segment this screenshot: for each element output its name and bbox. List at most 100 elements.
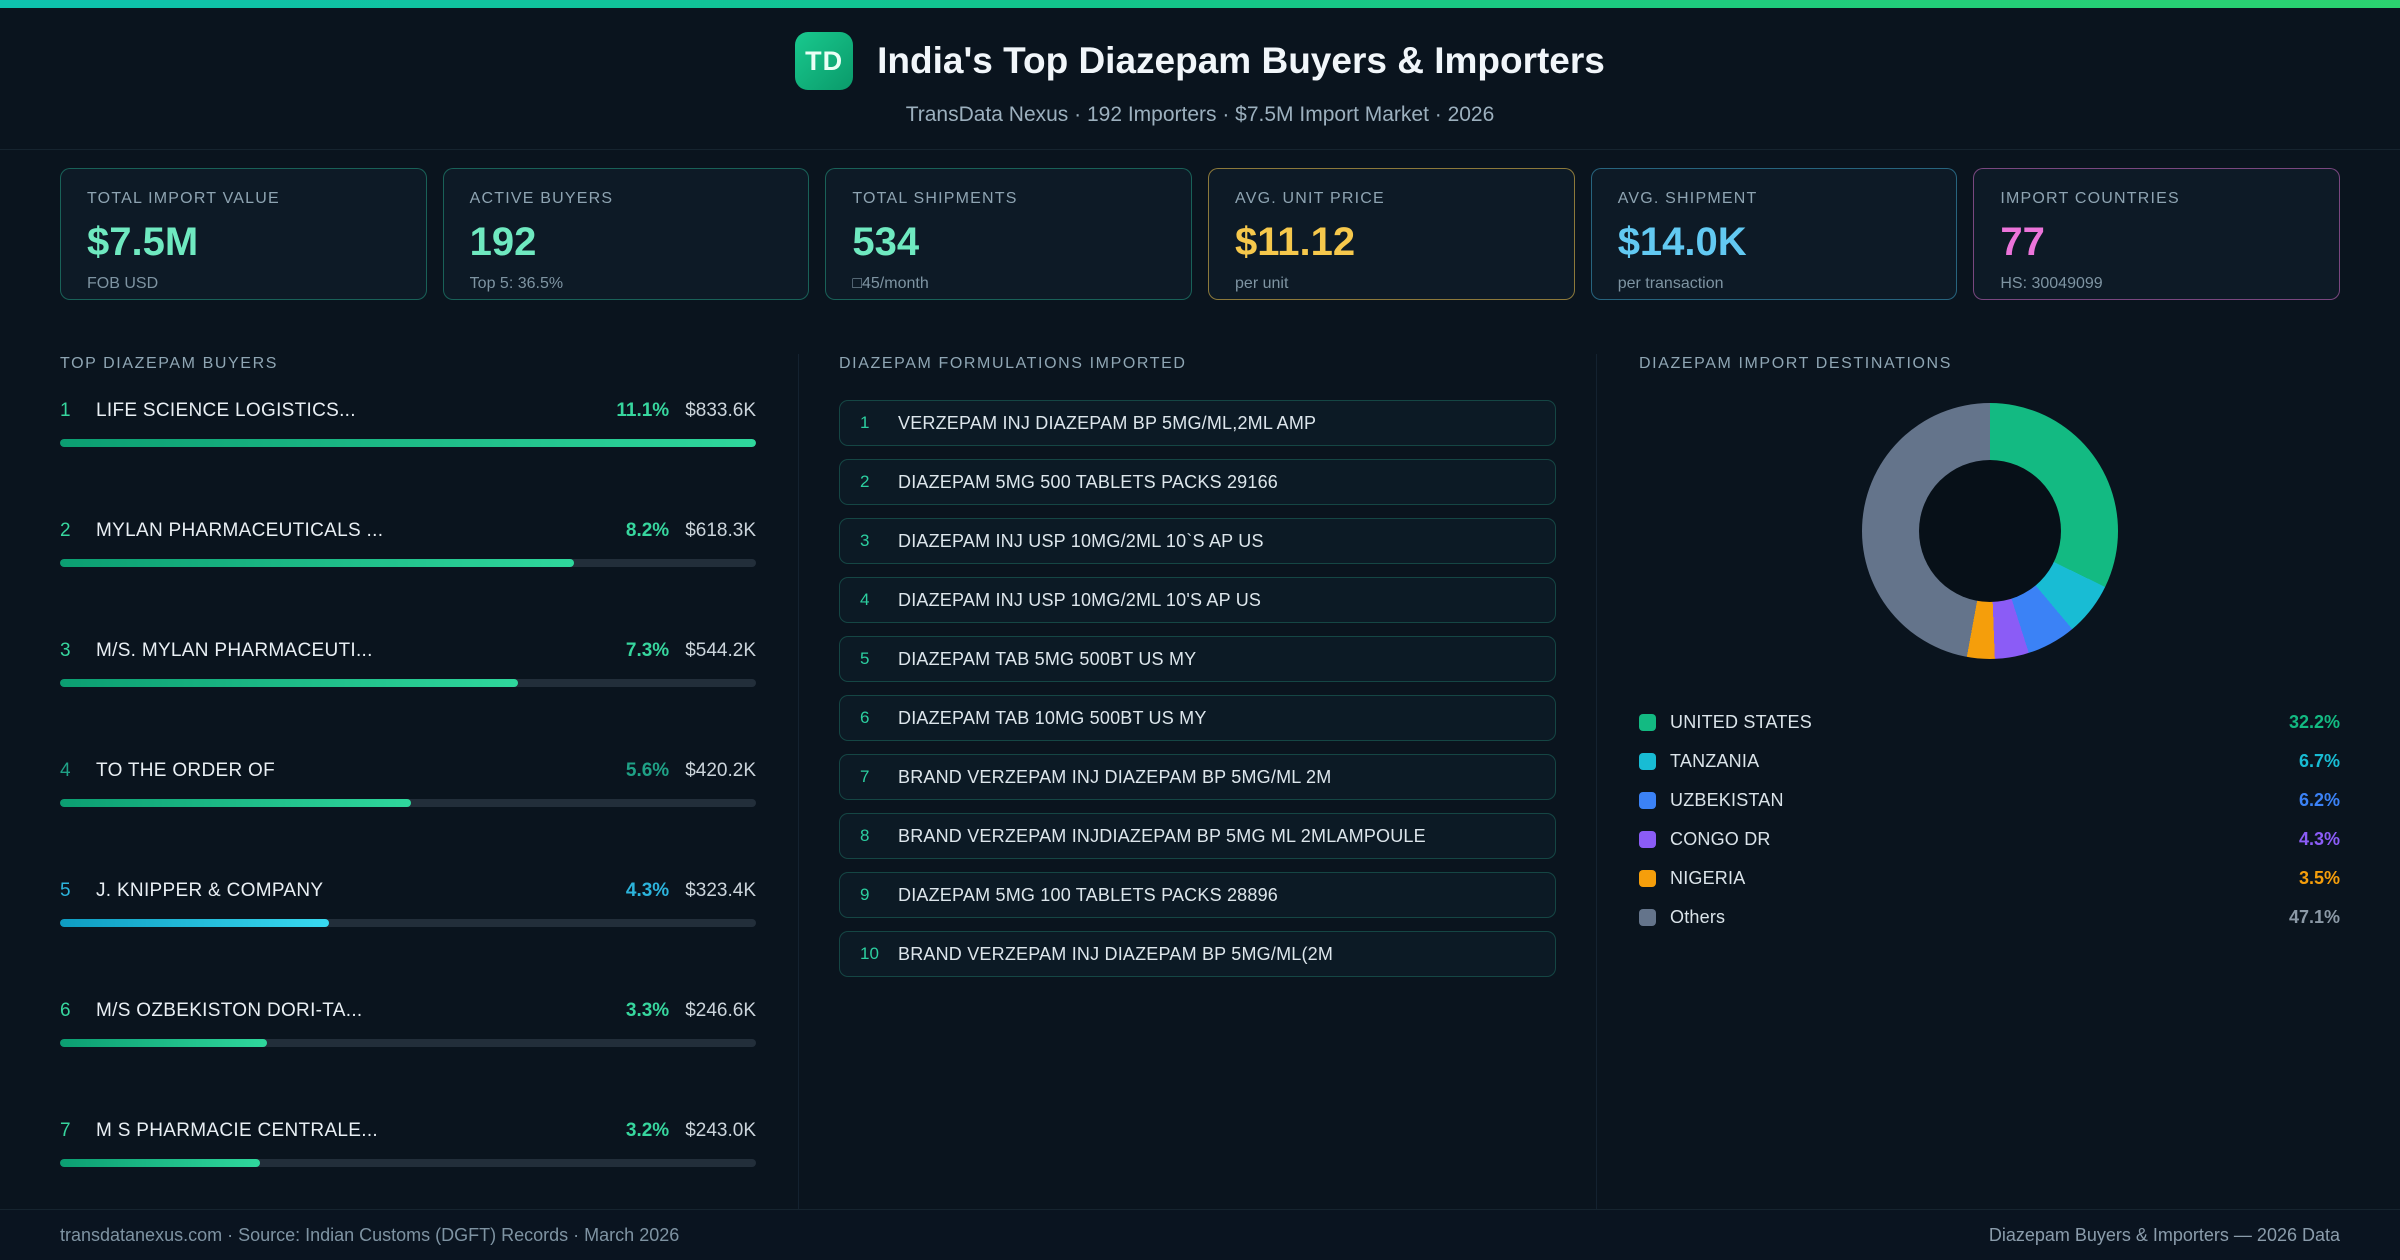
legend-percent: 4.3% — [2298, 829, 2340, 849]
formulation-rank: 5 — [860, 649, 870, 668]
stat-sub: Top 5: 36.5% — [469, 275, 564, 292]
legend-percent: 32.2% — [2288, 712, 2340, 732]
formulation-row: 7 BRAND VERZEPAM INJ DIAZEPAM BP 5MG/ML 2… — [839, 754, 1556, 800]
buyer-amount: $618.3K — [685, 520, 756, 541]
buyer-bar-fill — [60, 439, 756, 447]
stat-card: AVG. UNIT PRICE $11.12 per unit — [1208, 168, 1575, 300]
buyers-section-title: TOP DIAZEPAM BUYERS — [60, 355, 279, 372]
buyer-bar-fill — [60, 679, 518, 687]
formulation-rank: 1 — [860, 413, 870, 432]
app-logo: TD — [795, 32, 854, 90]
destinations-section-title: DIAZEPAM IMPORT DESTINATIONS — [1639, 355, 1952, 372]
formulation-name: BRAND VERZEPAM INJ DIAZEPAM BP 5MG/ML(2M — [898, 943, 1334, 964]
formulation-name: DIAZEPAM 5MG 100 TABLETS PACKS 28896 — [898, 884, 1279, 905]
buyer-percent: 4.3% — [625, 880, 670, 901]
legend-label: TANZANIA — [1670, 751, 1760, 771]
formulation-name: DIAZEPAM TAB 10MG 500BT US MY — [898, 707, 1207, 728]
buyer-row: 7 M S PHARMACIE CENTRALE... 3.2% $243.0K — [60, 1120, 756, 1167]
buyer-bar-fill — [60, 799, 412, 807]
legend-swatch — [1639, 753, 1656, 770]
formulation-name: DIAZEPAM INJ USP 10MG/2ML 10'S AP US — [898, 589, 1262, 610]
buyer-rank: 1 — [60, 400, 71, 421]
buyer-amount: $243.0K — [685, 1120, 756, 1141]
formulation-rank: 2 — [860, 472, 870, 491]
buyer-rank: 4 — [60, 760, 71, 781]
formulation-rank: 9 — [860, 885, 870, 904]
stat-card: IMPORT COUNTRIES 77 HS: 30049099 — [1973, 168, 2341, 300]
buyer-name: M/S. MYLAN PHARMACEUTI... — [96, 640, 373, 661]
formulation-row: 4 DIAZEPAM INJ USP 10MG/2ML 10'S AP US — [839, 577, 1556, 623]
stat-card: TOTAL IMPORT VALUE $7.5M FOB USD — [60, 168, 427, 300]
buyer-percent: 5.6% — [625, 760, 670, 781]
buyer-line: 4 TO THE ORDER OF 5.6% $420.2K — [60, 760, 756, 782]
formulation-row: 8 BRAND VERZEPAM INJDIAZEPAM BP 5MG ML 2M… — [839, 813, 1556, 859]
formulation-rank: 8 — [860, 826, 870, 845]
formulation-row: 2 DIAZEPAM 5MG 500 TABLETS PACKS 29166 — [839, 459, 1556, 505]
buyer-row: 6 M/S OZBEKISTON DORI-TA... 3.3% $246.6K — [60, 1000, 756, 1047]
legend-label: UZBEKISTAN — [1670, 790, 1784, 810]
buyer-name: J. KNIPPER & COMPANY — [96, 880, 324, 901]
stat-label: TOTAL SHIPMENTS — [852, 190, 1018, 207]
buyer-bar-fill — [60, 1039, 267, 1047]
buyer-rank: 6 — [60, 1000, 71, 1021]
formulation-name: DIAZEPAM INJ USP 10MG/2ML 10`S AP US — [898, 530, 1264, 551]
destinations-donut-chart — [1861, 403, 2118, 659]
buyer-bar-track — [60, 1039, 756, 1047]
buyer-bar-track — [60, 799, 756, 807]
buyers-column: TOP DIAZEPAM BUYERS 1 LIFE SCIENCE LOGIST… — [60, 354, 799, 1209]
stat-value: 192 — [469, 220, 537, 264]
legend-percent: 6.2% — [2298, 790, 2340, 810]
buyer-name: LIFE SCIENCE LOGISTICS... — [96, 400, 356, 421]
legend-swatch — [1639, 714, 1656, 731]
stat-sub: FOB USD — [87, 275, 159, 292]
stat-value: $7.5M — [87, 220, 199, 264]
formulation-rank: 6 — [860, 708, 870, 727]
buyer-row: 4 TO THE ORDER OF 5.6% $420.2K — [60, 760, 756, 807]
buyer-bar-track — [60, 1159, 756, 1167]
formulation-rank: 7 — [860, 767, 870, 786]
buyer-bar-track — [60, 679, 756, 687]
buyer-rank: 3 — [60, 640, 71, 661]
stat-label: ACTIVE BUYERS — [469, 190, 614, 207]
buyer-amount: $833.6K — [685, 400, 756, 421]
formulations-column: DIAZEPAM FORMULATIONS IMPORTED 1 VERZEPAM… — [799, 354, 1597, 1209]
buyer-percent: 11.1% — [616, 400, 670, 421]
legend-label: CONGO DR — [1670, 829, 1771, 849]
formulations-section-title: DIAZEPAM FORMULATIONS IMPORTED — [839, 355, 1187, 372]
buyer-line: 2 MYLAN PHARMACEUTICALS ... 8.2% $618.3K — [60, 520, 756, 542]
buyer-percent: 7.3% — [625, 640, 670, 661]
formulation-name: DIAZEPAM 5MG 500 TABLETS PACKS 29166 — [898, 471, 1279, 492]
buyer-row: 3 M/S. MYLAN PHARMACEUTI... 7.3% $544.2K — [60, 640, 756, 687]
stat-sub: per unit — [1235, 275, 1289, 292]
buyer-line: 1 LIFE SCIENCE LOGISTICS... 11.1% $833.6K — [60, 400, 756, 422]
buyer-percent: 8.2% — [625, 520, 670, 541]
formulation-row: 3 DIAZEPAM INJ USP 10MG/2ML 10`S AP US — [839, 518, 1556, 564]
legend-swatch — [1639, 870, 1656, 887]
stat-sub: □45/month — [852, 275, 929, 292]
buyer-amount: $246.6K — [685, 1000, 756, 1021]
donut-hole — [1918, 460, 2061, 602]
formulation-rank: 4 — [860, 590, 870, 609]
stat-value: 77 — [2000, 220, 2045, 264]
legend-label: UNITED STATES — [1670, 712, 1812, 732]
buyer-rank: 7 — [60, 1120, 71, 1141]
legend-row: Others 47.1% — [1639, 898, 2340, 937]
formulation-rank: 3 — [860, 531, 870, 550]
legend-row: NIGERIA 3.5% — [1639, 859, 2340, 898]
formulation-row: 10 BRAND VERZEPAM INJ DIAZEPAM BP 5MG/ML(… — [839, 931, 1556, 977]
page-subtitle: TransData Nexus · 192 Importers · $7.5M … — [905, 103, 1495, 126]
buyer-bar-fill — [60, 559, 575, 567]
buyers-list: 1 LIFE SCIENCE LOGISTICS... 11.1% $833.6K 2 M… — [60, 400, 756, 1167]
buyer-bar-track — [60, 919, 756, 927]
legend-swatch — [1639, 909, 1656, 926]
formulation-name: VERZEPAM INJ DIAZEPAM BP 5MG/ML,2ML AMP — [898, 412, 1317, 433]
footer-right-text: Diazepam Buyers & Importers — 2026 Data — [1988, 1224, 2340, 1245]
stat-value: 534 — [852, 220, 920, 264]
formulation-rank: 10 — [860, 944, 879, 963]
buyer-percent: 3.3% — [625, 1000, 670, 1021]
legend-swatch — [1639, 831, 1656, 848]
buyer-line: 3 M/S. MYLAN PHARMACEUTI... 7.3% $544.2K — [60, 640, 756, 662]
stat-sub: HS: 30049099 — [2000, 275, 2103, 292]
buyer-name: TO THE ORDER OF — [96, 760, 276, 781]
buyer-percent: 3.2% — [625, 1120, 670, 1141]
